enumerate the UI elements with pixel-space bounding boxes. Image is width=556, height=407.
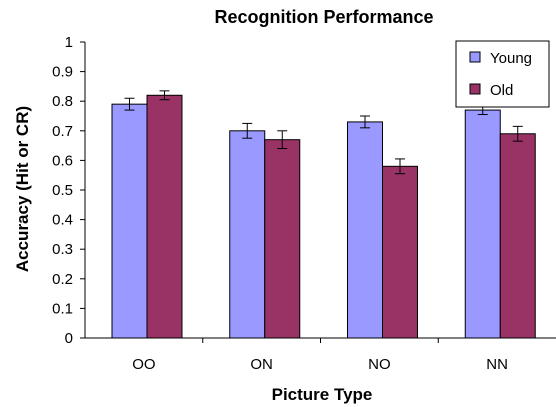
- y-tick-label: 0.3: [52, 241, 73, 258]
- y-tick-label: 0.8: [52, 93, 73, 110]
- legend: Young Old: [455, 40, 550, 108]
- bar-young-on: [229, 130, 266, 339]
- bar-old-oo: [146, 94, 183, 339]
- y-tick-label: 0.2: [52, 271, 73, 288]
- bar-old-on: [264, 139, 301, 339]
- chart-title: Recognition Performance: [214, 7, 433, 27]
- x-tick-label-nn: NN: [486, 356, 508, 373]
- legend-label-young: Young: [490, 50, 532, 67]
- bar-young-nn: [464, 109, 501, 339]
- x-axis-title: Picture Type: [272, 385, 373, 404]
- y-tick-label: 0.5: [52, 182, 73, 199]
- y-tick-label: 1: [65, 34, 73, 51]
- tick-labels-layer: OO ON NO NN 0 0.1 0.2 0.3 0.4 0.5 0.6 0.7 0.8 0.9 1: [52, 34, 508, 373]
- axes-layer: [80, 41, 556, 343]
- bar-young-no: [347, 121, 383, 339]
- y-axis-title: Accuracy (Hit or CR): [13, 106, 32, 272]
- bar-old-nn: [499, 133, 536, 339]
- bars-layer: [111, 94, 536, 339]
- legend-swatch-young: [469, 51, 481, 63]
- legend-swatch-old: [469, 83, 481, 95]
- x-tick-label-oo: OO: [132, 356, 155, 373]
- y-tick-label: 0.1: [52, 300, 73, 317]
- y-tick-label: 0.4: [52, 212, 73, 229]
- error-bars-layer: [124, 90, 523, 175]
- legend-label-old: Old: [490, 82, 513, 99]
- bar-old-no: [382, 165, 418, 339]
- y-tick-label: 0.6: [52, 152, 73, 169]
- y-tick-label: 0.9: [52, 64, 73, 81]
- x-tick-label-on: ON: [250, 356, 273, 373]
- y-tick-label: 0: [65, 330, 73, 347]
- y-tick-label: 0.7: [52, 123, 73, 140]
- bar-young-oo: [111, 103, 148, 339]
- x-tick-label-no: NO: [368, 356, 391, 373]
